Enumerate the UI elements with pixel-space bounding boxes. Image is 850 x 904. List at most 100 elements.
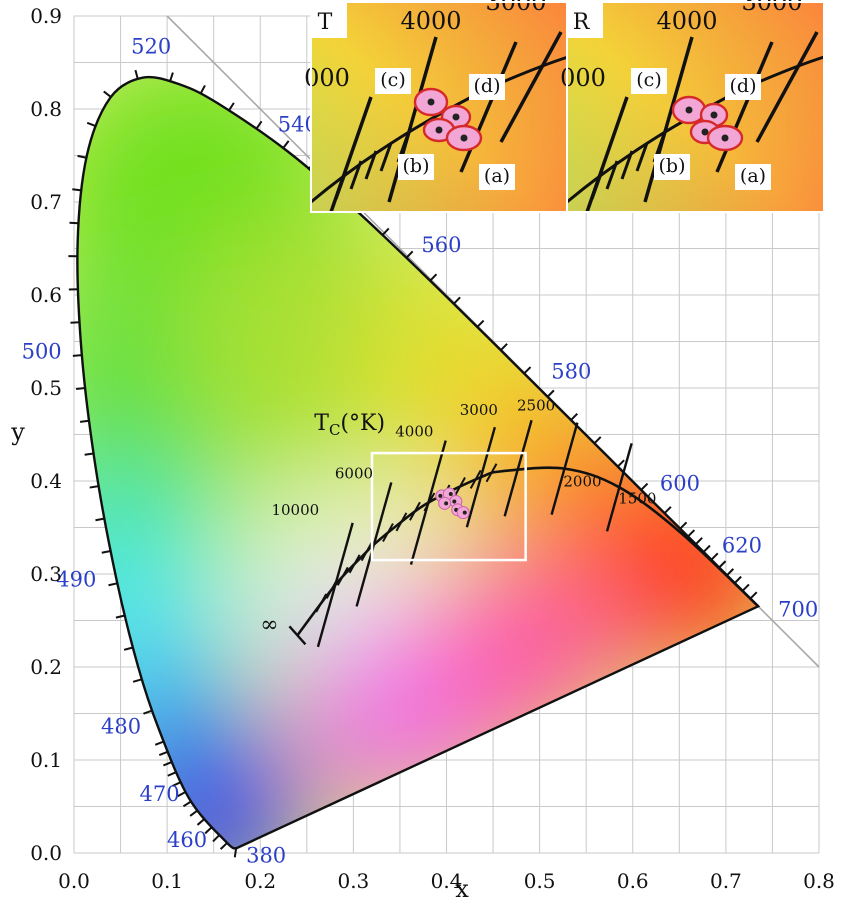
inset-label: (b) xyxy=(659,155,686,177)
wavelength-tick xyxy=(134,69,139,80)
inset-minor-tick xyxy=(620,150,634,180)
wavelength-tick xyxy=(189,809,198,817)
wavelength-tick xyxy=(570,412,579,421)
inset-label-bg xyxy=(735,164,771,190)
wavelength-label-480: 480 xyxy=(101,715,141,739)
wavelength-tick xyxy=(132,678,143,683)
isotherm-line-10000 xyxy=(316,522,354,648)
isotherm-line-2500 xyxy=(503,419,533,517)
wavelength-tick xyxy=(84,452,94,456)
inset-title-T: T xyxy=(318,10,333,35)
inset-label: 3000 xyxy=(485,0,546,16)
isotherm-label-10000: 10000 xyxy=(271,501,319,519)
wavelength-tick xyxy=(476,319,485,328)
inset-label: (a) xyxy=(484,165,510,187)
wavelength-tick xyxy=(500,343,508,351)
wavelength-tick xyxy=(523,366,532,375)
wavelength-tick xyxy=(663,506,672,514)
planck-minor-tick xyxy=(360,542,373,562)
inset-label: (c) xyxy=(380,69,405,91)
wavelength-label-700: 700 xyxy=(778,597,818,621)
planck-minor-tick xyxy=(315,593,328,613)
y-tick-label: 0.1 xyxy=(30,748,62,772)
wavelength-tick xyxy=(679,521,688,530)
isotherm-line-1500 xyxy=(605,443,633,532)
isotherm-label-2000: 2000 xyxy=(563,473,601,491)
wavelength-tick xyxy=(103,90,112,98)
axes: 0.0 0.1 0.2 0.3 0.4 0.5 0.6 0.7 0.8 0.0 0.1 0.2 0.3 0… xyxy=(10,4,835,903)
inset-isotherm xyxy=(755,31,819,143)
wavelength-tick xyxy=(115,614,125,619)
isotherm-label-6000: 6000 xyxy=(335,464,373,482)
wavelength-tick xyxy=(72,188,82,192)
wavelength-tick xyxy=(70,321,80,324)
sample-point-center xyxy=(448,492,453,497)
y-tick-label: 0.3 xyxy=(30,562,62,586)
inset-label: 4000 xyxy=(400,7,461,35)
inset-label-bg xyxy=(398,154,434,180)
wavelength-label-460: 460 xyxy=(167,828,207,852)
wavelength-tick xyxy=(123,646,134,651)
x-tick-label: 0.6 xyxy=(617,869,649,893)
inset-title-box xyxy=(567,2,603,38)
wavelength-tick xyxy=(172,781,182,787)
inset-sample-dot xyxy=(710,111,718,119)
x-tick-label: 0.5 xyxy=(524,869,556,893)
inset-label-bg xyxy=(631,68,667,94)
inset-sample-dot xyxy=(427,98,435,106)
inset-sample-dot xyxy=(701,128,709,136)
wavelength-tick xyxy=(617,459,625,468)
inset-label-bg xyxy=(725,74,761,100)
wavelength-tick xyxy=(233,848,238,858)
inset-label-bg xyxy=(654,154,690,180)
inset-label: 3000 xyxy=(741,0,802,16)
fill-blob xyxy=(321,495,442,616)
inset-isotherm xyxy=(387,36,438,203)
wavelength-tick xyxy=(86,121,96,128)
zoom-box xyxy=(370,451,527,562)
planck-minor-tick xyxy=(382,523,394,543)
x-tick-label: 0.8 xyxy=(803,869,835,893)
isotherm-line-3000 xyxy=(465,426,497,528)
sample-point-center xyxy=(438,493,443,498)
wavelength-tick xyxy=(219,842,228,850)
wavelength-tick xyxy=(89,485,99,489)
wavelength-label-600: 600 xyxy=(660,472,700,496)
y-tick-label: 0.0 xyxy=(30,841,62,865)
wavelength-tick xyxy=(169,72,174,82)
wavelength-tick xyxy=(177,791,186,798)
isotherm-label-3000: 3000 xyxy=(460,401,498,419)
inset-border xyxy=(566,1,825,213)
inset-sample-dot xyxy=(435,126,443,134)
wavelength-label-380: 380 xyxy=(246,843,286,867)
planck-minor-tick xyxy=(469,469,482,489)
wavelength-tick xyxy=(143,709,153,715)
wavelength-tick xyxy=(749,591,758,600)
inset-label: (b) xyxy=(403,155,430,177)
y-tick-label: 0.9 xyxy=(30,4,62,28)
sample-point-center xyxy=(452,499,457,504)
wavelength-tick xyxy=(687,529,696,538)
wavelength-tick xyxy=(734,575,742,584)
wavelength-tick xyxy=(546,389,555,398)
wavelength-tick xyxy=(204,826,213,835)
y-tick-label: 0.2 xyxy=(30,655,62,679)
x-tick-label: 0.7 xyxy=(710,869,742,893)
wavelength-tick xyxy=(199,84,206,94)
inset-sample-dot xyxy=(685,106,693,114)
inset-isotherm xyxy=(643,36,694,203)
wavelength-tick xyxy=(69,221,79,225)
wavelength-tick xyxy=(695,537,703,545)
planckian-locus xyxy=(288,419,760,648)
inset-minor-tick xyxy=(635,142,649,172)
sample-point-center xyxy=(444,501,449,506)
inset-label: (d) xyxy=(474,75,501,97)
x-tick-label: 0.4 xyxy=(431,869,463,893)
isotherm-line-2000 xyxy=(550,422,579,515)
wavelength-tick xyxy=(154,740,164,746)
wavelength-tick xyxy=(212,834,221,843)
inset-label-bg xyxy=(479,164,515,190)
inset-label: (c) xyxy=(636,69,661,91)
x-axis-title: x xyxy=(455,875,469,903)
